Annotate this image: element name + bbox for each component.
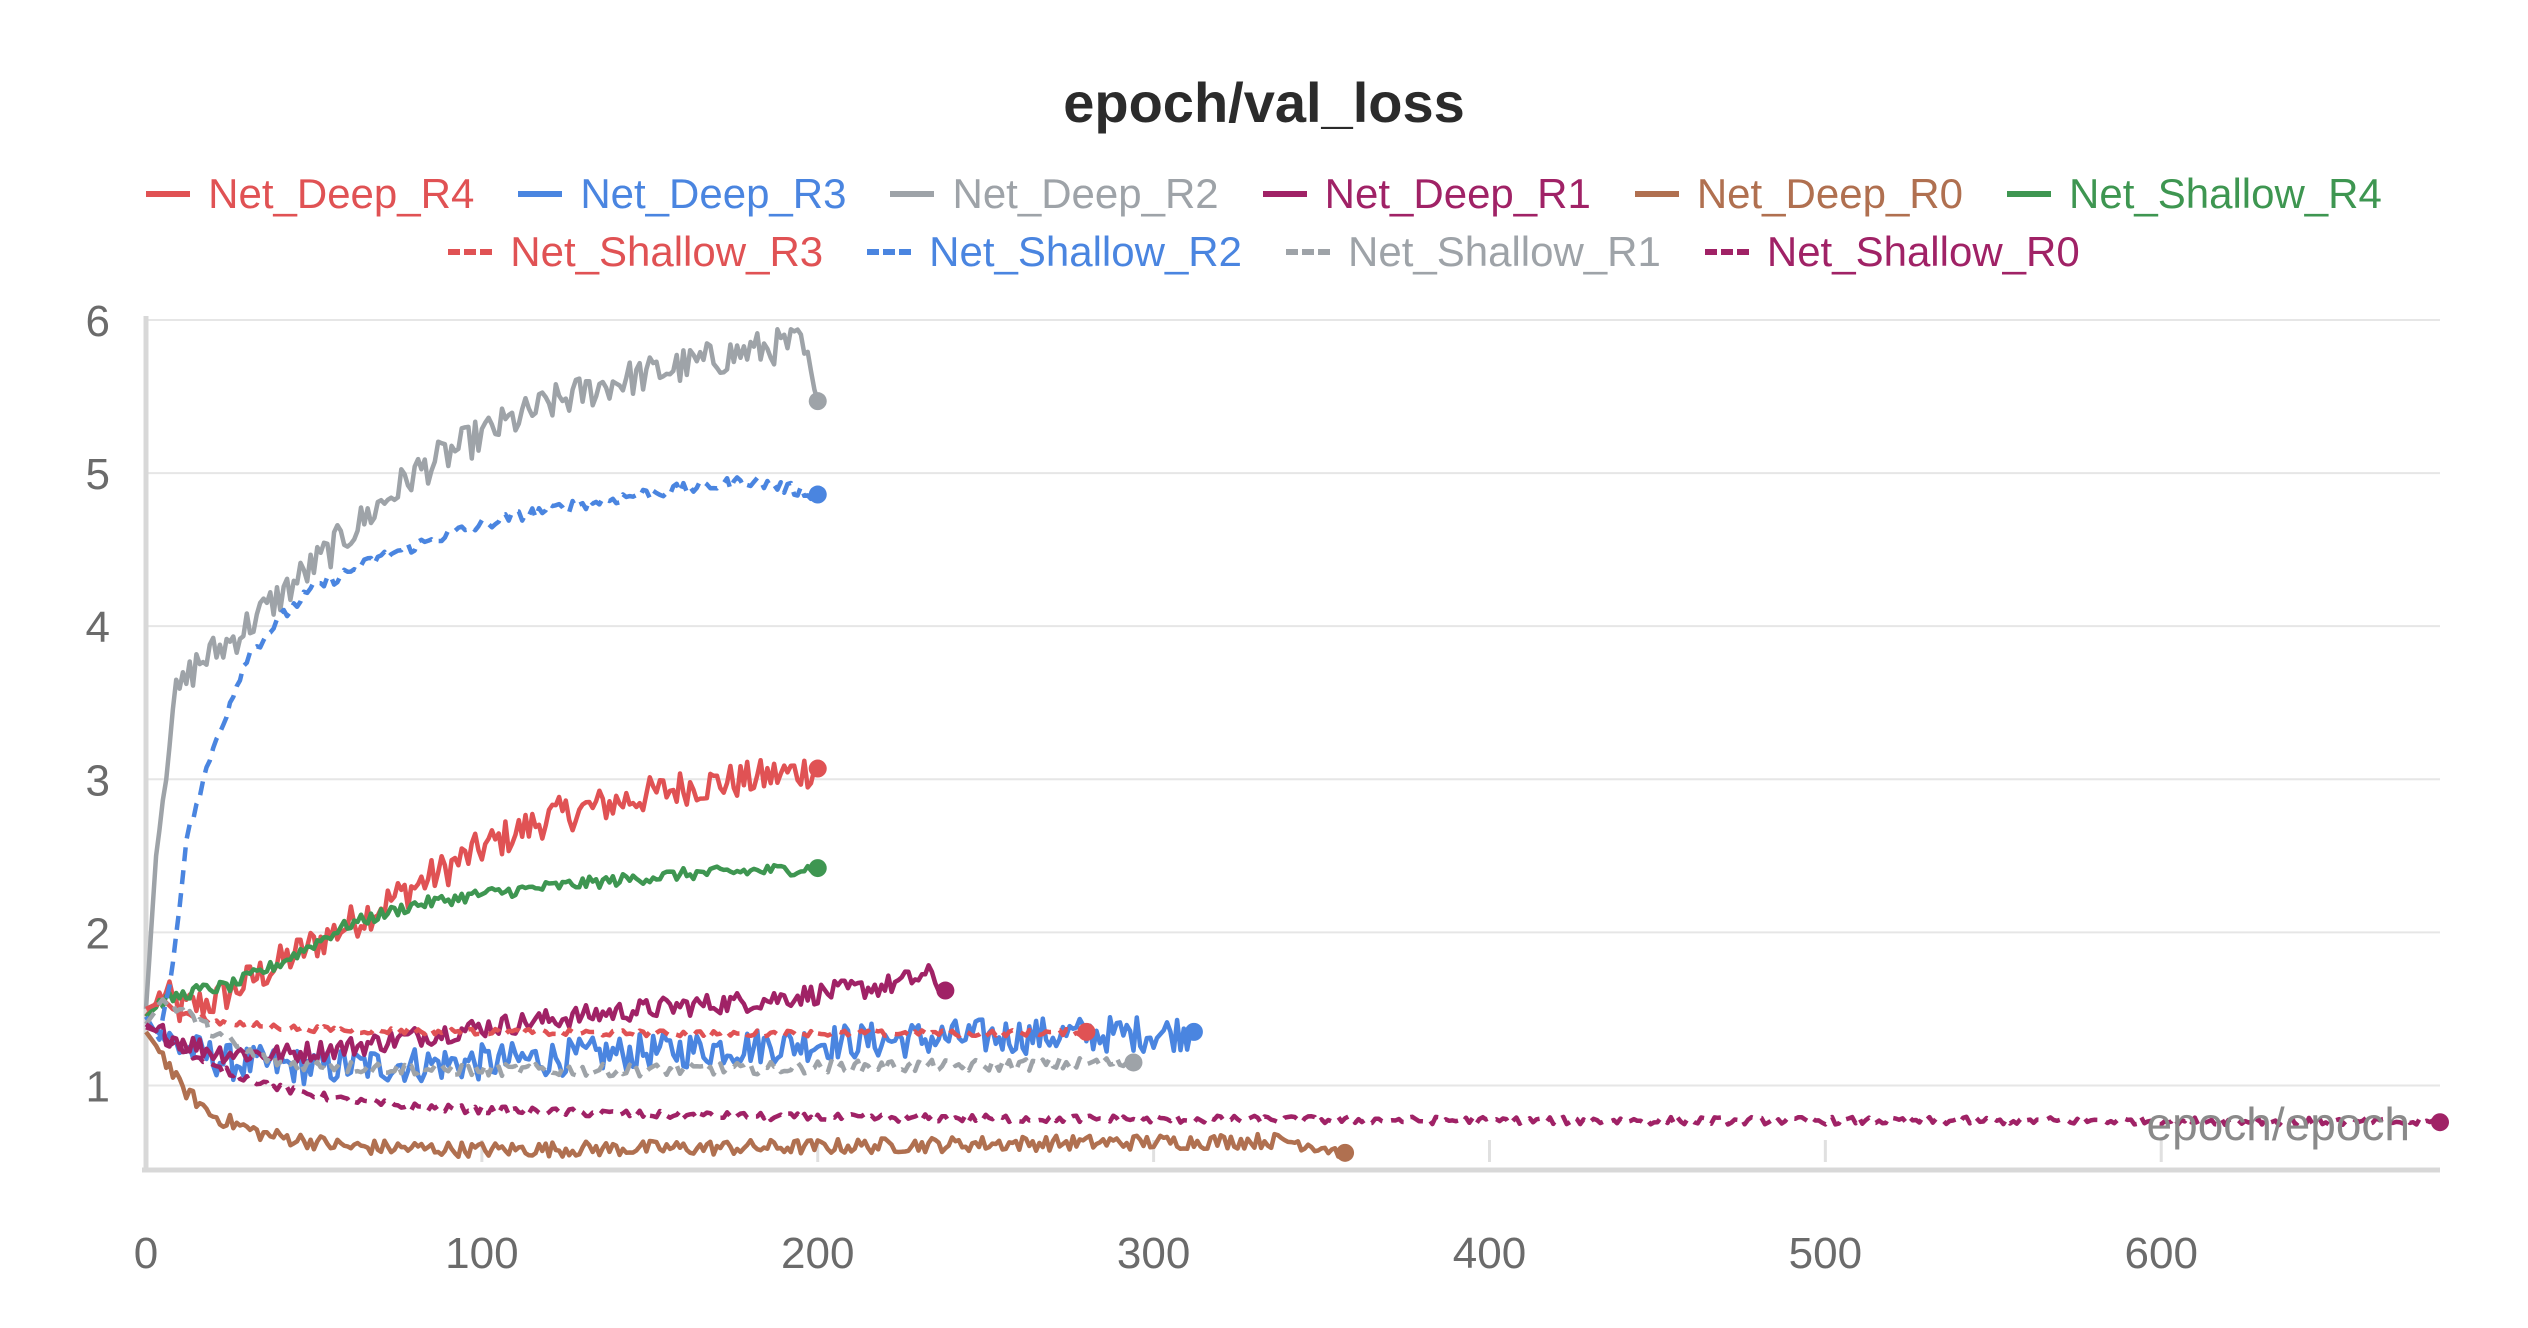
series-end-point <box>1336 1143 1355 1162</box>
legend-swatch <box>1704 249 1749 255</box>
series-end-point <box>1124 1053 1143 1072</box>
legend-swatch <box>1634 191 1679 197</box>
x-tick-label: 100 <box>445 1229 518 1278</box>
legend-item: Net_Shallow_R2 <box>867 228 1242 276</box>
y-tick-label: 1 <box>86 1062 110 1111</box>
series-line-net-shallow-r0 <box>144 1022 2440 1128</box>
y-tick-label: 5 <box>86 450 110 499</box>
x-tick-label: 600 <box>2125 1229 2198 1278</box>
legend-label: Net_Deep_R0 <box>1696 170 1963 217</box>
series-end-point <box>1077 1022 1096 1041</box>
legend-swatch <box>146 191 191 197</box>
y-tick-label: 3 <box>86 756 110 805</box>
y-tick-label: 2 <box>86 909 110 958</box>
legend-swatch <box>518 191 563 197</box>
legend-swatch <box>2007 191 2051 197</box>
series-line-net-shallow-r2 <box>144 475 819 1042</box>
y-tick-label: 6 <box>86 297 110 346</box>
legend-item: Net_Shallow_R4 <box>2007 170 2382 218</box>
y-tick-label: 4 <box>86 603 110 652</box>
series-line-net-shallow-r1 <box>144 997 1134 1079</box>
series-end-point <box>808 859 827 878</box>
chart-title: epoch/val_loss <box>1063 71 1465 134</box>
legend-row-1: Net_Deep_R4 Net_Deep_R3 Net_Deep_R2 Net_Dee… <box>0 165 2528 223</box>
legend-item: Net_Deep_R0 <box>1634 170 1963 218</box>
legend-item: Net_Shallow_R3 <box>448 228 823 276</box>
legend-item: Net_Deep_R4 <box>146 170 474 218</box>
legend-swatch <box>890 191 935 197</box>
legend-label: Net_Shallow_R3 <box>510 228 824 275</box>
series-end-point <box>808 485 827 504</box>
x-tick-label: 200 <box>781 1229 854 1278</box>
x-tick-label: 400 <box>1453 1229 1526 1278</box>
x-axis-label: epoch/epoch <box>2147 1098 2410 1150</box>
legend-label: Net_Shallow_R1 <box>1348 228 1661 275</box>
x-tick-label: 0 <box>134 1229 158 1278</box>
legend-label: Net_Shallow_R4 <box>2069 170 2382 217</box>
legend-label: Net_Deep_R2 <box>952 170 1219 217</box>
legend-item: Net_Shallow_R0 <box>1704 228 2080 276</box>
legend-label: Net_Shallow_R2 <box>929 228 1242 275</box>
x-tick-label: 500 <box>1789 1229 1862 1278</box>
x-tick-label: 300 <box>1117 1229 1190 1278</box>
legend-item: Net_Shallow_R1 <box>1286 228 1661 276</box>
series-end-point <box>808 759 827 778</box>
legend-row-2: Net_Shallow_R3 Net_Shallow_R2 Net_Shallow_… <box>0 223 2528 281</box>
series-line-net-deep-r3 <box>144 1015 1194 1087</box>
legend-label: Net_Deep_R4 <box>208 170 475 217</box>
series-end-point <box>808 392 827 411</box>
legend-swatch <box>448 249 493 255</box>
legend-item: Net_Deep_R3 <box>518 170 846 218</box>
legend-item: Net_Deep_R1 <box>1262 170 1591 218</box>
series-end-point <box>936 981 955 1000</box>
legend-label: Net_Shallow_R0 <box>1766 228 2080 275</box>
series-line-net-shallow-r4 <box>144 862 818 1019</box>
legend-swatch <box>1262 191 1307 197</box>
series-line-net-deep-r2 <box>143 327 820 1010</box>
legend-swatch <box>1286 249 1330 255</box>
series-end-point <box>1184 1022 1203 1041</box>
legend-label: Net_Deep_R1 <box>1324 170 1591 217</box>
legend: Net_Deep_R4 Net_Deep_R3 Net_Deep_R2 Net_Dee… <box>0 165 2528 281</box>
series-line-net-deep-r4 <box>144 757 819 1024</box>
series-line-net-deep-r0 <box>144 1030 1346 1160</box>
series-line-net-deep-r1 <box>145 963 947 1065</box>
legend-item: Net_Deep_R2 <box>890 170 1219 218</box>
legend-swatch <box>867 249 912 255</box>
legend-label: Net_Deep_R3 <box>580 170 847 217</box>
series-end-point <box>2431 1113 2449 1132</box>
